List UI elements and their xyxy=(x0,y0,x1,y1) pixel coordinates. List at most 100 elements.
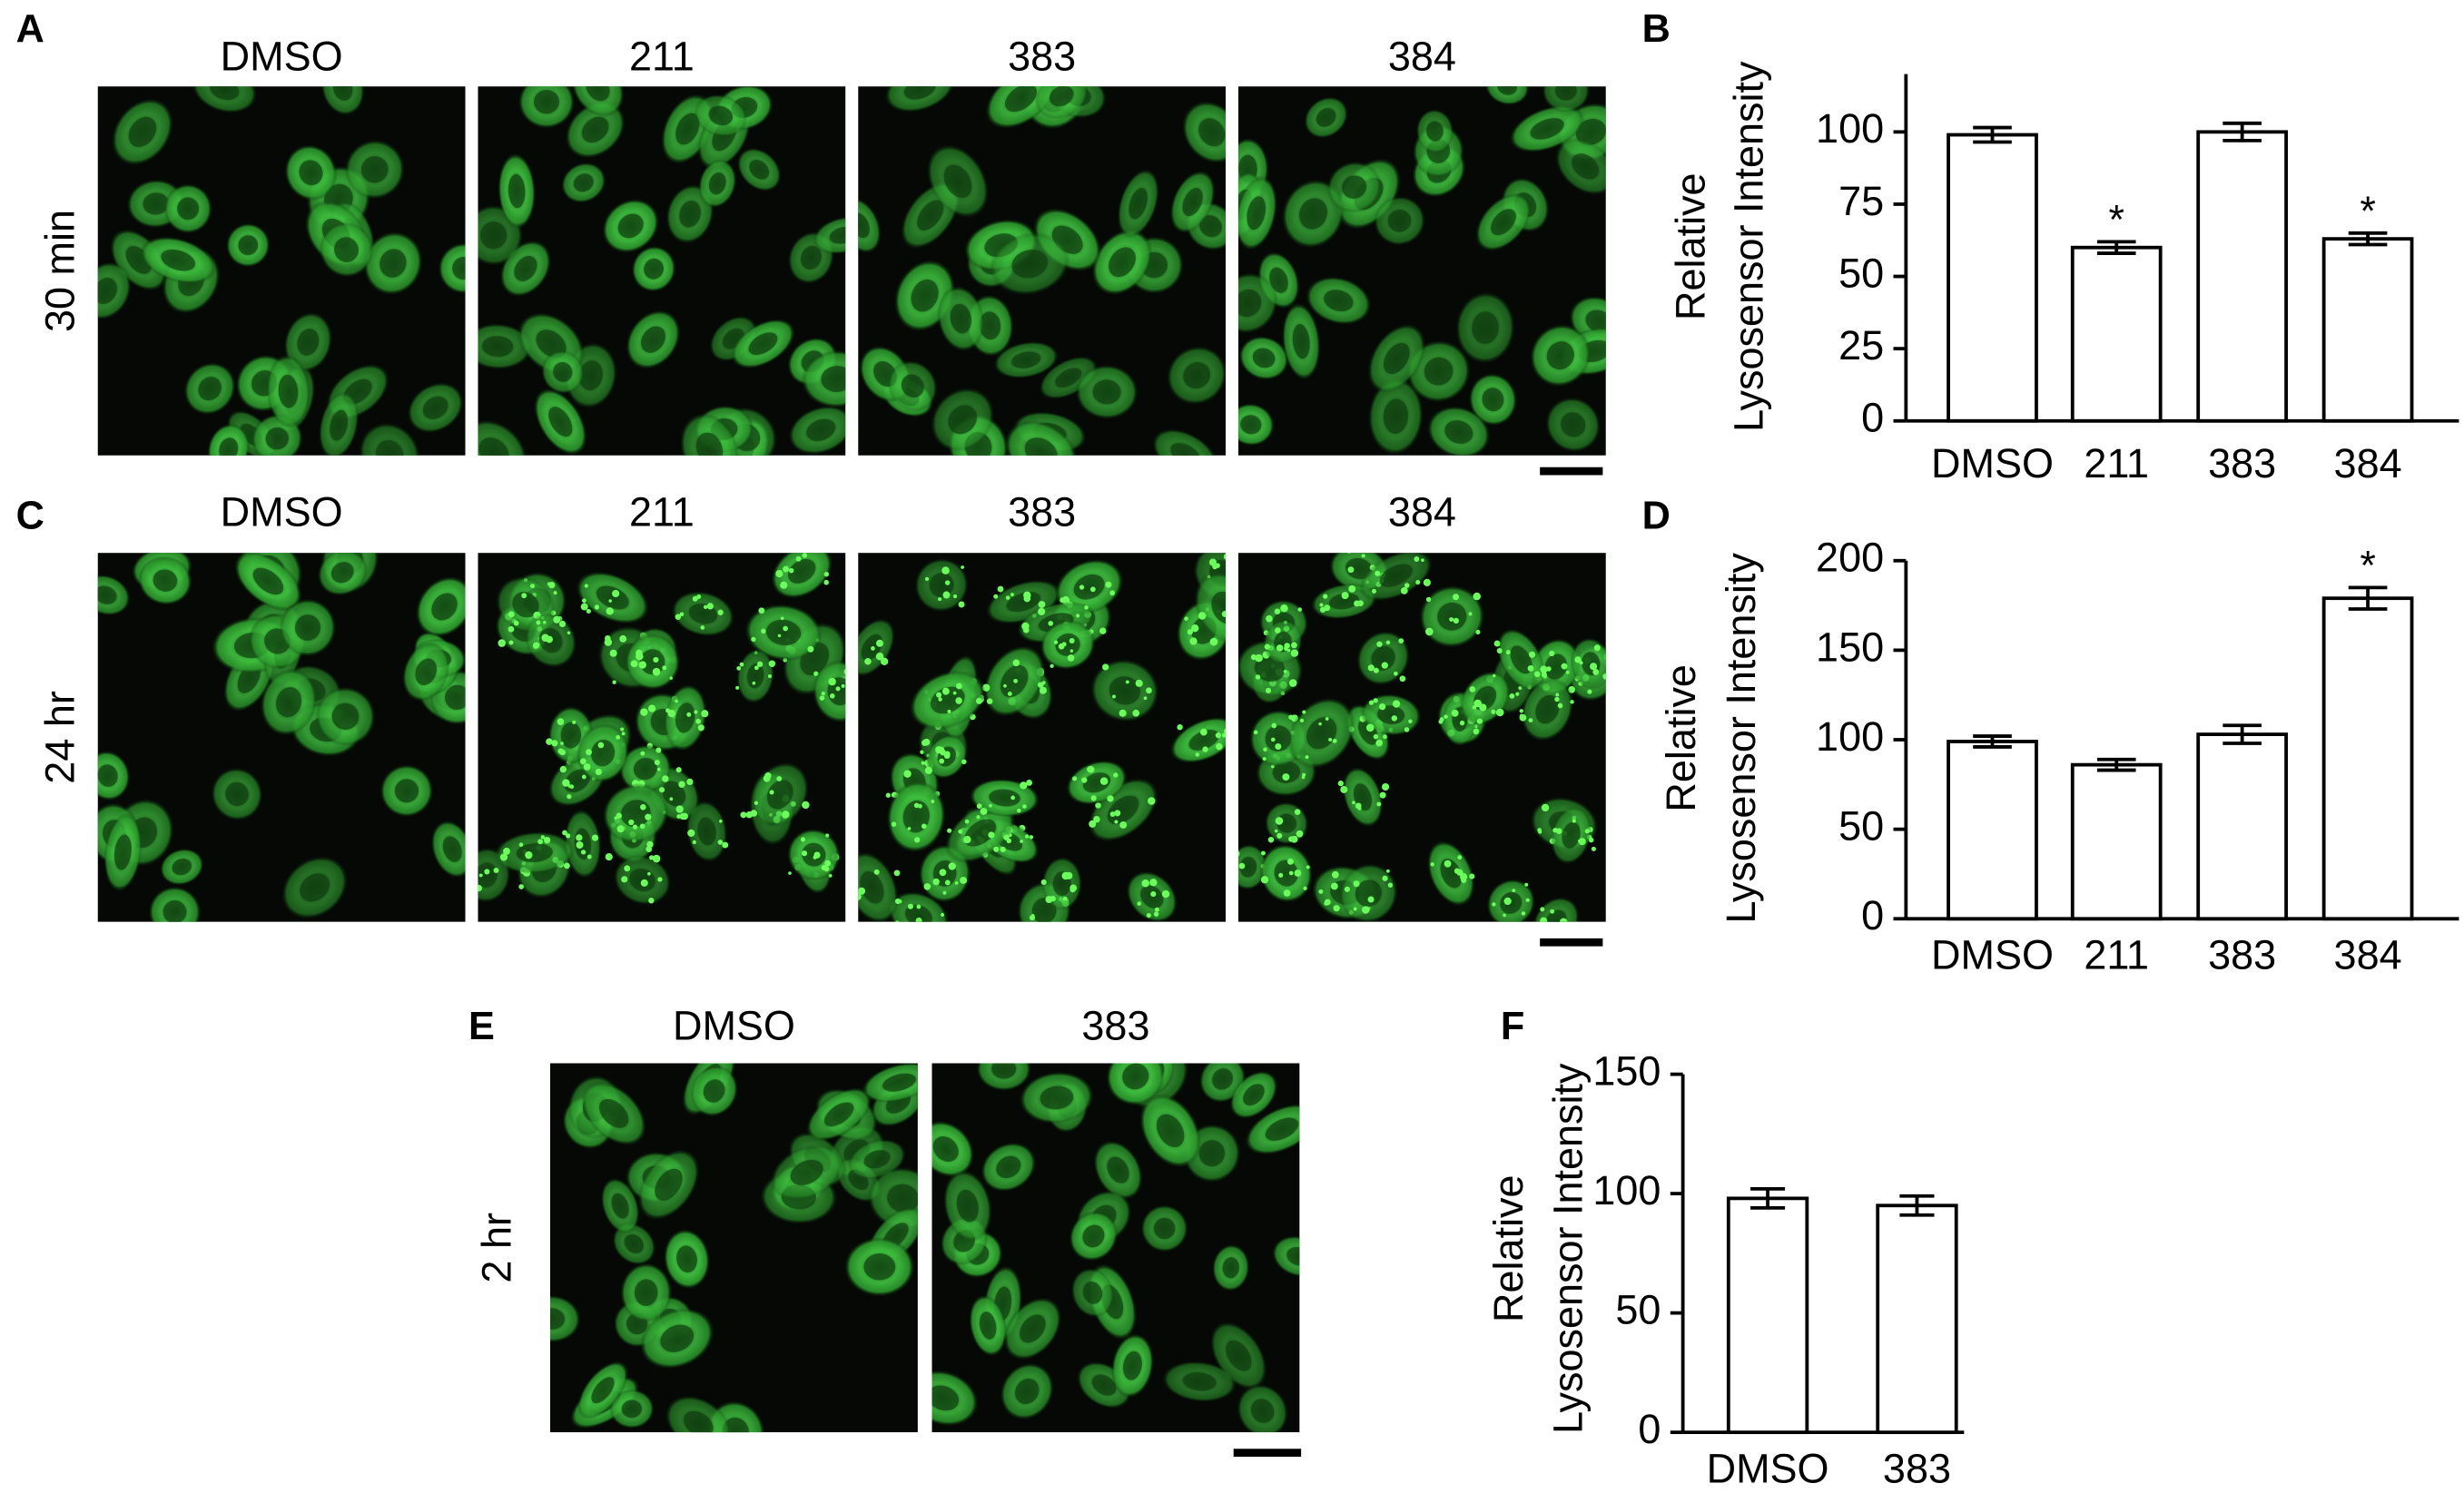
puncta xyxy=(795,555,802,562)
puncta xyxy=(938,697,942,702)
puncta xyxy=(1570,700,1574,704)
x-tick-label: 383 xyxy=(2208,440,2276,486)
nucleus xyxy=(1497,86,1517,95)
nucleus xyxy=(1286,1246,1300,1266)
nucleus xyxy=(1182,187,1203,217)
puncta xyxy=(718,819,723,823)
nucleus xyxy=(210,86,240,101)
puncta xyxy=(924,576,930,581)
puncta xyxy=(751,636,756,643)
puncta xyxy=(1111,694,1117,699)
puncta xyxy=(923,883,931,890)
puncta xyxy=(1376,801,1382,807)
nucleus xyxy=(887,1184,918,1213)
puncta xyxy=(1069,637,1075,644)
y-tick-label: 100 xyxy=(1592,1167,1661,1213)
puncta xyxy=(1288,870,1294,876)
puncta xyxy=(961,565,965,569)
puncta xyxy=(780,581,788,589)
puncta xyxy=(597,742,605,749)
puncta xyxy=(1555,828,1562,835)
column-label: 211 xyxy=(629,488,695,535)
nucleus xyxy=(332,86,353,101)
puncta xyxy=(944,751,951,757)
puncta xyxy=(1237,877,1239,880)
puncta xyxy=(1603,674,1606,679)
puncta xyxy=(1391,715,1398,722)
puncta xyxy=(918,932,922,936)
nucleus xyxy=(624,1234,645,1253)
nucleus xyxy=(128,116,157,148)
puncta xyxy=(940,749,946,756)
nucleus xyxy=(695,432,724,456)
nucleus xyxy=(330,409,349,441)
puncta xyxy=(562,779,570,787)
nucleus xyxy=(219,437,239,456)
puncta xyxy=(1055,928,1062,936)
puncta xyxy=(1060,930,1066,936)
puncta xyxy=(553,615,561,624)
puncta xyxy=(530,584,536,589)
nucleus xyxy=(1472,311,1499,344)
nucleus xyxy=(1379,564,1413,587)
puncta xyxy=(1146,913,1151,918)
puncta xyxy=(963,835,971,844)
puncta xyxy=(961,759,967,765)
puncta xyxy=(936,692,942,698)
puncta xyxy=(1234,853,1237,857)
puncta xyxy=(1493,640,1501,647)
puncta xyxy=(876,639,883,647)
puncta xyxy=(1224,728,1227,735)
puncta xyxy=(1302,772,1306,777)
puncta xyxy=(1382,782,1390,791)
puncta xyxy=(1503,897,1512,906)
puncta xyxy=(1216,742,1223,751)
nucleus xyxy=(1371,645,1395,671)
puncta xyxy=(586,854,592,860)
puncta xyxy=(1231,611,1237,617)
nucleus xyxy=(442,836,462,862)
puncta xyxy=(1291,642,1297,649)
row-label: 2 hr xyxy=(474,1213,520,1283)
puncta xyxy=(1332,739,1337,743)
nucleus xyxy=(573,173,594,192)
x-tick-label: 384 xyxy=(2334,440,2402,486)
nucleus xyxy=(1355,879,1383,908)
puncta xyxy=(1353,880,1360,888)
puncta xyxy=(939,869,947,877)
puncta xyxy=(1274,608,1281,614)
nucleus xyxy=(1572,153,1600,180)
nucleus xyxy=(1188,730,1219,751)
puncta xyxy=(1375,570,1381,576)
puncta xyxy=(1541,672,1547,678)
nucleus xyxy=(225,781,249,807)
nucleus xyxy=(1265,1117,1299,1141)
puncta xyxy=(1533,671,1541,678)
puncta xyxy=(819,695,825,701)
puncta xyxy=(1400,586,1408,594)
puncta xyxy=(756,661,764,667)
nucleus xyxy=(858,212,870,239)
puncta xyxy=(1229,569,1235,575)
error-bar xyxy=(2223,121,2262,142)
puncta xyxy=(1067,654,1075,662)
puncta xyxy=(1521,911,1526,916)
puncta xyxy=(898,899,902,904)
puncta xyxy=(1025,834,1030,839)
puncta xyxy=(752,681,756,685)
nucleus xyxy=(634,1279,658,1307)
puncta xyxy=(1355,802,1362,810)
puncta xyxy=(1148,797,1156,805)
nucleus xyxy=(1122,1063,1149,1090)
nucleus xyxy=(1040,1086,1074,1110)
column-label: 383 xyxy=(1008,488,1076,535)
puncta xyxy=(997,585,1004,593)
puncta xyxy=(1072,776,1078,781)
puncta xyxy=(764,772,772,780)
row-label: 24 hr xyxy=(36,691,83,784)
puncta xyxy=(499,853,508,861)
puncta xyxy=(1161,889,1170,899)
significance-marker: * xyxy=(2108,196,2124,242)
